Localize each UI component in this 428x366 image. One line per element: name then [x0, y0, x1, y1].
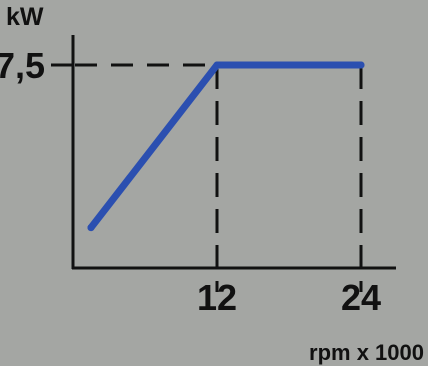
y-axis-label: kW — [6, 3, 44, 31]
x-tick-label-1: 24 — [341, 277, 381, 318]
data-point-0-1 — [213, 61, 221, 69]
x-tick-label-0: 12 — [197, 277, 237, 318]
axes — [71, 35, 396, 270]
data-point-0-2 — [357, 61, 365, 69]
data-point-0-0 — [87, 224, 95, 232]
reference-lines — [51, 63, 363, 292]
y-tick-label-0: 7,5 — [0, 45, 45, 86]
series-line-0 — [87, 61, 365, 232]
series-group — [87, 61, 365, 232]
x-axis-label: rpm x 1000 — [309, 340, 424, 365]
labels-group: kW rpm x 1000 7,5 12 24 — [0, 3, 424, 365]
